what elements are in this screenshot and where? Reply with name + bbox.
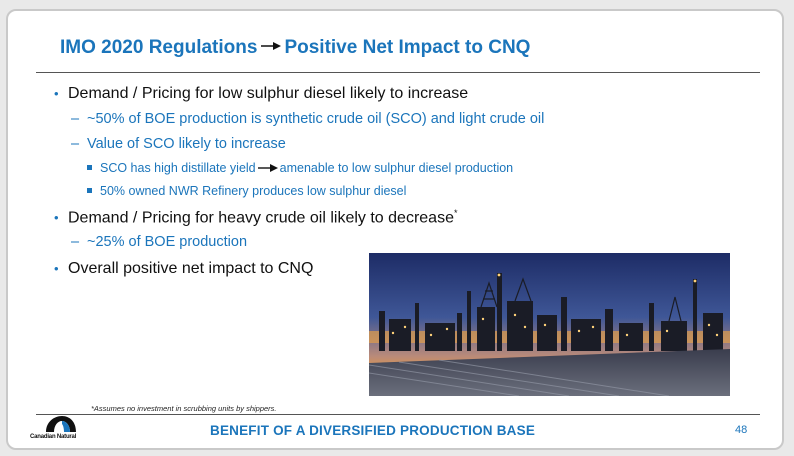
title-divider	[36, 72, 760, 73]
bullet-net-impact: • Overall positive net impact to CNQ	[54, 260, 314, 277]
title-right: Positive Net Impact to CNQ	[284, 37, 531, 58]
dash-icon: –	[71, 136, 80, 152]
dash-icon: –	[71, 234, 80, 250]
item-sco-distillate-yield: SCO has high distillate yield amenable to…	[87, 161, 513, 175]
square-bullet-icon	[87, 188, 92, 194]
logo-text: Canadian Natural	[30, 434, 77, 440]
arrow-right-icon	[257, 163, 278, 172]
arrow-right-icon	[261, 42, 282, 51]
bullet-dot-icon: •	[54, 86, 59, 101]
slide-title: IMO 2020 Regulations Positive Net Impact …	[60, 37, 530, 59]
bullet-dot-icon: •	[54, 210, 59, 226]
bullet-low-sulphur-diesel: • Demand / Pricing for low sulphur diesel…	[54, 85, 469, 102]
sub-bullet-sco-value: – Value of SCO likely to increase	[71, 136, 286, 152]
footnote: *Assumes no investment in scrubbing unit…	[91, 404, 277, 413]
slide: IMO 2020 Regulations Positive Net Impact …	[6, 9, 784, 450]
logo-icon	[46, 416, 76, 432]
footnote-marker: *	[453, 208, 458, 218]
bullet-heavy-crude: • Demand / Pricing for heavy crude oil li…	[54, 208, 458, 227]
canadian-natural-logo: Canadian Natural	[30, 414, 90, 444]
footer-title: BENEFIT OF A DIVERSIFIED PRODUCTION BASE	[210, 423, 536, 438]
sub-bullet-heavy-boe-production: – ~25% of BOE production	[71, 234, 248, 250]
square-bullet-icon	[87, 165, 92, 171]
refinery-photo	[369, 253, 730, 396]
title-left: IMO 2020 Regulations	[60, 37, 258, 58]
sub-bullet-boe-production-sco: – ~50% of BOE production is synthetic cru…	[71, 111, 545, 127]
footer-divider	[36, 414, 760, 415]
bullet-dot-icon: •	[54, 261, 59, 276]
item-nwr-refinery: 50% owned NWR Refinery produces low sulp…	[87, 184, 406, 198]
dash-icon: –	[71, 111, 80, 127]
page-number: 48	[735, 424, 748, 436]
